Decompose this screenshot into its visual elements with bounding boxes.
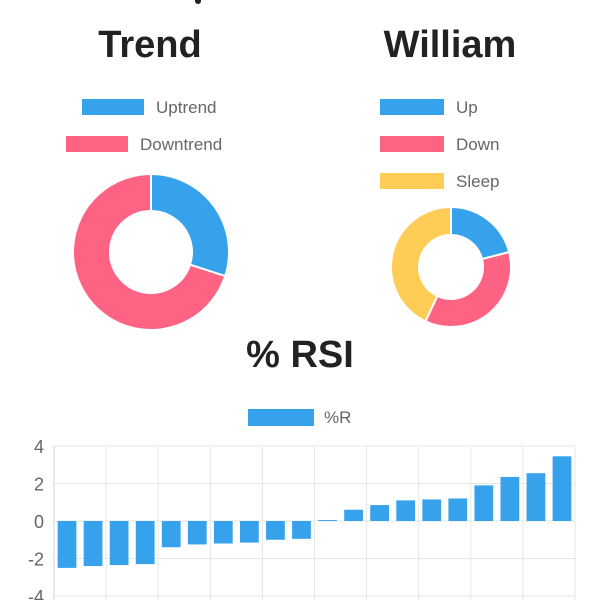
bar-4[interactable] [135,521,155,565]
william-doughnut-chart: Up Down Sleep [380,98,512,328]
rsi-chart-title: % RSI [246,334,354,376]
bar-12[interactable] [344,509,363,521]
bar-2[interactable] [83,521,103,566]
slice-downtrend[interactable] [72,172,227,330]
legend-swatch-sleep [380,173,444,189]
slice-uptrend[interactable] [150,172,230,278]
legend-label-up: Up [456,98,478,117]
william-chart-title: William [383,24,517,66]
bar-3[interactable] [109,521,129,566]
bar-20[interactable] [552,456,572,521]
bar-1[interactable] [57,521,77,568]
bar-5[interactable] [161,521,181,548]
bar-16[interactable] [448,498,468,522]
bar-11[interactable] [318,520,337,521]
legend-label-downtrend: Downtrend [140,135,222,154]
slice-up[interactable] [450,205,511,261]
bar-7[interactable] [213,521,233,544]
legend-label-down: Down [456,135,499,154]
slice-sleep[interactable] [390,205,452,323]
legend-swatch-down [380,136,444,152]
legend-item-up[interactable]: Up [380,98,478,117]
legend-label-r: %R [324,408,351,427]
top-edge-mark [195,0,201,4]
bar-14[interactable] [396,500,416,521]
trend-chart-title: Trend [98,24,202,66]
bar-13[interactable] [370,505,390,521]
legend-item-down[interactable]: Down [380,135,499,154]
bar-9[interactable] [266,521,285,540]
bar-6[interactable] [187,521,207,545]
y-tick-label: 2 [34,475,44,495]
legend-swatch-downtrend [66,136,128,152]
legend-swatch-uptrend [82,99,144,115]
legend-item-r[interactable]: %R [248,408,351,427]
y-tick-label: 0 [34,512,44,532]
legend-label-sleep: Sleep [456,172,499,191]
slice-down[interactable] [424,250,512,328]
rsi-bar-chart: %R 4 2 0 -2 -4 [28,408,576,600]
legend-item-uptrend[interactable]: Uptrend [82,98,216,117]
y-tick-label: 4 [34,437,44,457]
y-tick-label: -4 [28,587,44,600]
legend-item-sleep[interactable]: Sleep [380,172,499,191]
bar-18[interactable] [500,476,520,521]
legend-swatch-up [380,99,444,115]
bar-15[interactable] [422,499,442,521]
legend-label-uptrend: Uptrend [156,98,216,117]
bar-8[interactable] [239,521,259,543]
bar-10[interactable] [292,521,311,539]
legend-item-downtrend[interactable]: Downtrend [66,135,222,154]
bar-17[interactable] [474,485,494,521]
trend-doughnut-chart: Uptrend Downtrend [66,98,230,330]
y-tick-label: -2 [28,550,44,570]
legend-swatch-r [248,409,314,426]
grid [53,445,576,600]
bar-19[interactable] [526,473,546,521]
